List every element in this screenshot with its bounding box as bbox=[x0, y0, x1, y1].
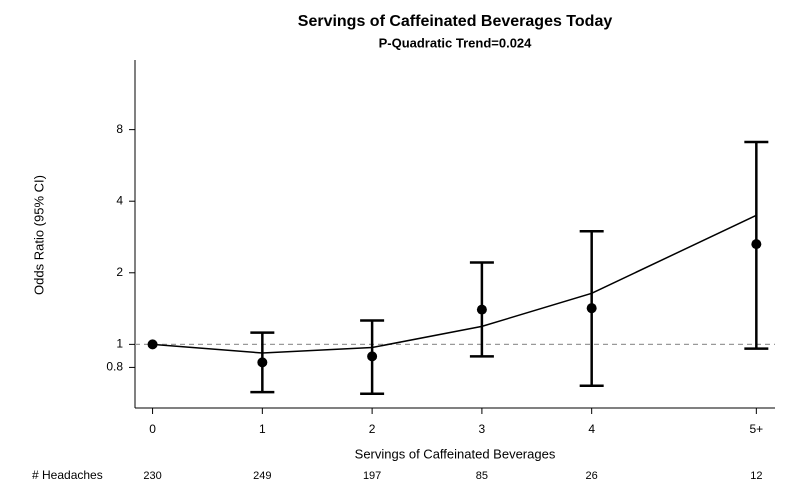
estimate-point bbox=[751, 239, 762, 250]
count-label: 197 bbox=[363, 470, 381, 482]
x-axis-label: Servings of Caffeinated Beverages bbox=[355, 446, 556, 461]
estimate-point bbox=[476, 304, 487, 315]
estimate-point bbox=[257, 357, 268, 368]
chart-title: Servings of Caffeinated Beverages Today bbox=[298, 13, 613, 30]
y-tick-label: 4 bbox=[116, 193, 123, 207]
y-tick-label: 2 bbox=[116, 265, 123, 279]
x-tick-label: 4 bbox=[588, 422, 595, 436]
count-label: 230 bbox=[143, 470, 161, 482]
count-label: 249 bbox=[253, 470, 271, 482]
x-tick-label: 0 bbox=[149, 422, 156, 436]
y-tick-label: 1 bbox=[116, 337, 123, 351]
x-tick-label: 3 bbox=[479, 422, 486, 436]
count-label: 85 bbox=[476, 470, 488, 482]
count-row-label: # Headaches bbox=[32, 468, 103, 482]
y-axis-label: Odds Ratio (95% CI) bbox=[31, 175, 46, 295]
count-label: 26 bbox=[586, 470, 598, 482]
x-tick-label: 5+ bbox=[749, 422, 763, 436]
trend-line bbox=[152, 214, 757, 354]
y-tick-label: 0.8 bbox=[106, 360, 123, 374]
x-tick-label: 2 bbox=[369, 422, 376, 436]
count-label: 12 bbox=[750, 470, 762, 482]
y-tick-label: 8 bbox=[116, 122, 123, 136]
chart-subtitle: P-Quadratic Trend=0.024 bbox=[379, 35, 533, 50]
estimate-point bbox=[367, 351, 378, 362]
x-tick-label: 1 bbox=[259, 422, 266, 436]
estimate-point bbox=[147, 339, 158, 350]
estimate-point bbox=[586, 303, 597, 314]
